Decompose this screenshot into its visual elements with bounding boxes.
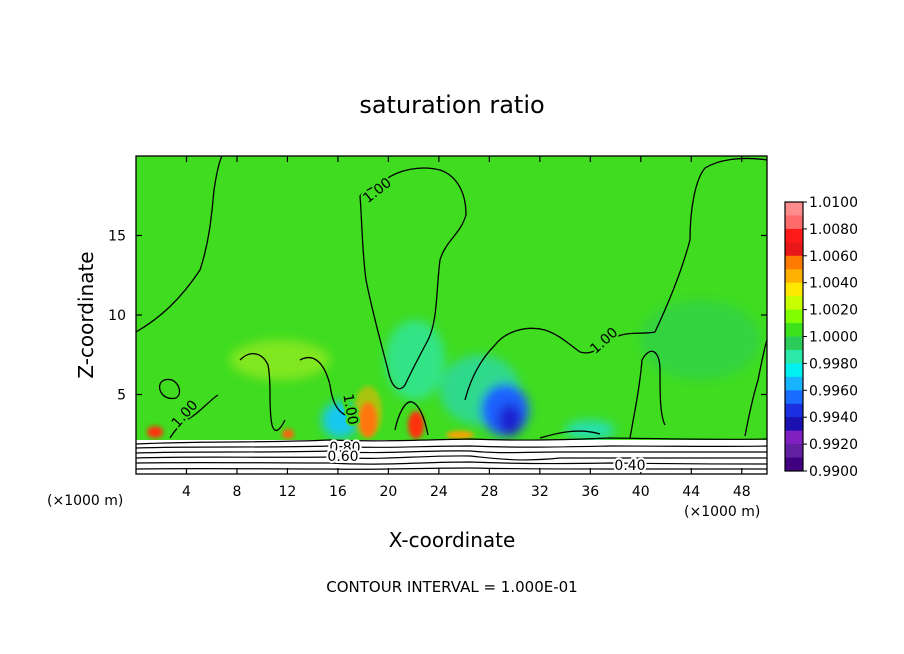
colorbar-swatch-0 (785, 202, 803, 216)
hotspot-2 (408, 411, 424, 439)
field-cyan-patch-3 (322, 402, 358, 438)
contour-label-5: 0.80 (329, 440, 360, 456)
field-lime-patch-1 (230, 340, 330, 380)
colorbar-swatch-2 (785, 228, 803, 243)
colorbar-swatch-16 (785, 417, 803, 432)
colorbar (784, 201, 804, 472)
contour-right-boundary (464, 157, 767, 401)
contour-3 (629, 350, 666, 439)
hotspot-4 (282, 429, 294, 439)
x-tick-label-2: 12 (279, 484, 297, 500)
x-tick-label-8: 36 (581, 484, 599, 500)
y-axis-ticks: 5 10 15 (108, 229, 767, 404)
colorbar-labels: 1.0100 1.0080 1.0060 1.0040 1.0020 1.0000 0.99… (803, 195, 858, 480)
y-axis-title: Z-coordinate (74, 251, 98, 378)
x-axis-title: X-coordinate (389, 528, 516, 552)
contour-lines-lower (136, 437, 767, 470)
colorbar-label-10: 0.9900 (809, 464, 858, 480)
colorbar-label-2: 1.0060 (809, 249, 858, 265)
contour-1 (299, 357, 346, 416)
colorbar-swatch-4 (785, 255, 803, 270)
contour-label-7: 0.40 (614, 458, 645, 474)
contour-2 (169, 394, 219, 439)
colorbar-swatch-17 (785, 430, 803, 445)
contour-4 (744, 339, 767, 437)
colorbar-label-0: 1.0100 (809, 195, 858, 211)
colorbar-label-6: 0.9980 (809, 356, 858, 372)
hotspot-3 (147, 426, 163, 438)
y-tick-label-0: 5 (117, 388, 126, 404)
colorbar-label-5: 1.0000 (809, 330, 858, 346)
contour-lines-upper (136, 156, 767, 439)
colorbar-swatch-14 (785, 390, 803, 405)
colorbar-label-1: 1.0080 (809, 222, 858, 238)
x-tick-label-6: 28 (480, 484, 498, 500)
colorbar-swatch-5 (785, 269, 803, 284)
x-tick-label-7: 32 (531, 484, 549, 500)
contour-central-tongue (359, 167, 467, 390)
colorbar-label-9: 0.9920 (809, 437, 858, 453)
colorbar-swatch-18 (785, 444, 803, 459)
colorbar-swatch-1 (785, 215, 803, 230)
x-axis-ticks: 4 8 12 16 20 24 28 32 36 40 44 48 (182, 156, 751, 500)
contour-s-curve (239, 353, 286, 432)
y-tick-label-1: 10 (108, 308, 126, 324)
x-tick-label-11: 48 (733, 484, 751, 500)
field-darkblue-core (498, 404, 522, 436)
x-tick-label-9: 40 (632, 484, 650, 500)
colorbar-swatch-19 (785, 457, 803, 472)
contour-6 (539, 430, 601, 439)
x-tick-label-1: 8 (232, 484, 241, 500)
field-cyan-patch-1 (385, 320, 445, 400)
colorbar-swatch-13 (785, 376, 803, 391)
x-tick-label-0: 4 (182, 484, 191, 500)
field-anomalies (230, 300, 760, 440)
colorbar-swatch-9 (785, 323, 803, 337)
colorbar-label-8: 0.9940 (809, 410, 858, 426)
colorbar-label-7: 0.9960 (809, 383, 858, 399)
hotspot-5 (446, 431, 474, 439)
colorbar-label-3: 1.0040 (809, 276, 858, 292)
y-tick-label-2: 15 (108, 229, 126, 245)
x-unit-right: (×1000 m) (684, 504, 760, 520)
colorbar-label-4: 1.0020 (809, 303, 858, 319)
x-tick-label-4: 20 (379, 484, 397, 500)
colorbar-swatch-10 (785, 336, 803, 351)
contour-left-boundary (136, 156, 223, 333)
colorbar-swatch-6 (785, 282, 803, 297)
field-cyan-patch-4 (565, 420, 615, 440)
x-unit-left: (×1000 m) (47, 493, 123, 509)
colorbar-swatch-12 (785, 363, 803, 378)
x-tick-label-5: 24 (430, 484, 448, 500)
colorbar-swatch-11 (785, 349, 803, 364)
field-lime-patch-2 (640, 300, 760, 380)
contour-5 (394, 401, 429, 436)
field-hotspots (147, 386, 474, 439)
x-tick-label-10: 44 (682, 484, 700, 500)
plot-area (136, 156, 767, 474)
contour-interval-note: CONTOUR INTERVAL = 1.000E-01 (326, 578, 577, 596)
chart-title: saturation ratio (359, 91, 544, 119)
colorbar-swatch-7 (785, 296, 803, 311)
contour-loop-1 (158, 378, 181, 400)
x-tick-label-3: 16 (329, 484, 347, 500)
colorbar-swatch-3 (785, 242, 803, 257)
contour-label-6: 0.60 (327, 449, 358, 465)
colorbar-swatch-8 (785, 309, 803, 324)
hotspot-1-halo (354, 386, 382, 438)
colorbar-swatch-15 (785, 403, 803, 418)
